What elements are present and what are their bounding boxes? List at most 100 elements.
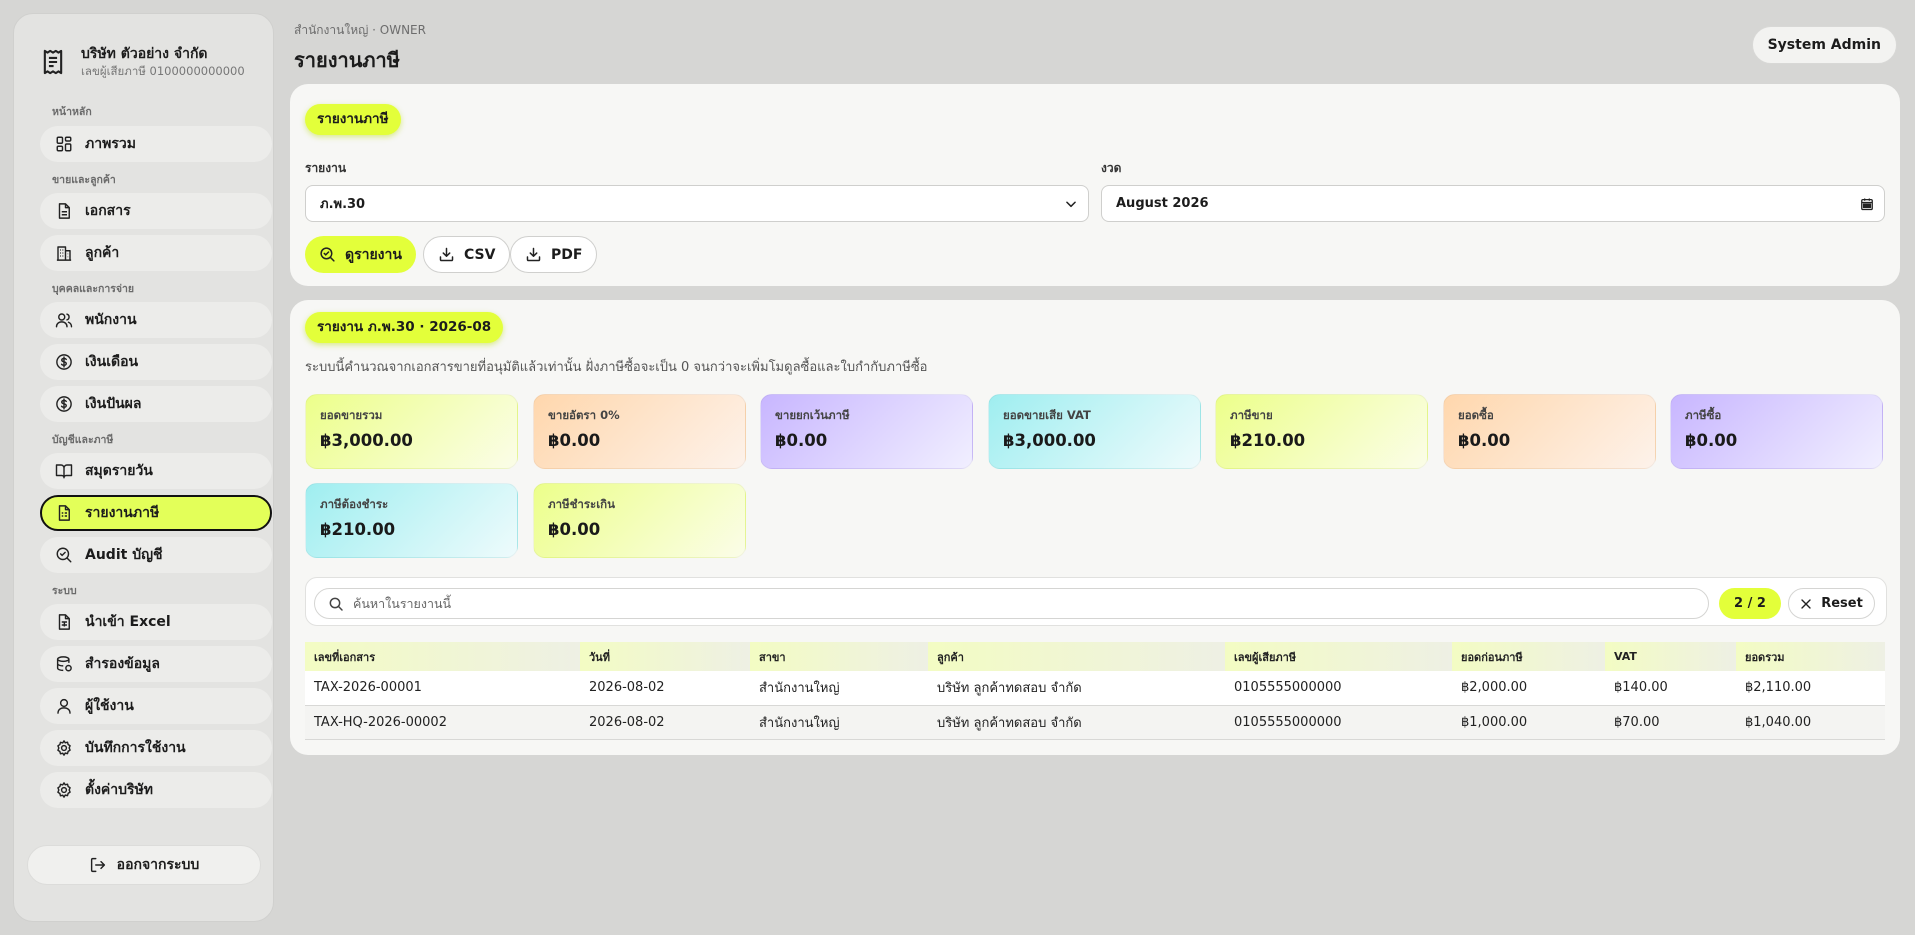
sidebar-item-backup[interactable]: สำรองข้อมูล — [40, 646, 272, 682]
sidebar-item-label: เอกสาร — [85, 203, 131, 219]
table-row[interactable]: TAX-HQ-2026-00002 2026-08-02 สำนักงานใหญ… — [305, 705, 1885, 740]
cell-date: 2026-08-02 — [580, 705, 750, 740]
sidebar-item-audit[interactable]: Audit บัญชี — [40, 537, 272, 573]
logout-icon — [89, 856, 107, 874]
period-field-label: งวด — [1101, 161, 1122, 175]
search-check-icon — [55, 546, 73, 564]
cell-subtotal: ฿2,000.00 — [1452, 671, 1605, 706]
period-input-value: August 2026 — [1116, 196, 1209, 211]
cell-doc-no: TAX-HQ-2026-00002 — [305, 705, 580, 740]
dollar-circle-icon — [55, 353, 73, 371]
sidebar-item-label: Audit บัญชี — [85, 547, 163, 563]
cell-branch: สำนักงานใหญ่ — [750, 705, 928, 740]
sidebar-item-dividend[interactable]: เงินปันผล — [40, 386, 272, 422]
sidebar-item-journal[interactable]: สมุดรายวัน — [40, 453, 272, 489]
user-menu-button[interactable]: System Admin — [1751, 26, 1897, 64]
export-csv-button[interactable]: CSV — [423, 236, 511, 273]
stat-total-sales: ยอดขายรวม ฿3,000.00 — [305, 394, 518, 469]
cell-total: ฿1,040.00 — [1736, 705, 1885, 740]
sidebar-item-tax-report[interactable]: รายงานภาษี — [40, 495, 272, 531]
stat-label: ยอดขายเสีย VAT — [1003, 408, 1091, 422]
cell-doc-no: TAX-2026-00001 — [305, 671, 580, 706]
sidebar-item-label: ผู้ใช้งาน — [85, 698, 134, 714]
reset-label: Reset — [1821, 596, 1863, 611]
cell-vat: ฿70.00 — [1605, 705, 1736, 740]
stat-zero-rated-sales: ขายอัตรา 0% ฿0.00 — [533, 394, 746, 469]
stat-label: ภาษีซื้อ — [1685, 408, 1722, 422]
section-label-system: ระบบ — [52, 585, 77, 597]
cell-tax-id: 0105555000000 — [1225, 705, 1452, 740]
period-month-input[interactable]: August 2026 — [1101, 185, 1885, 222]
sidebar-item-activity-log[interactable]: บันทึกการใช้งาน — [40, 730, 272, 766]
column-header[interactable]: VAT — [1605, 642, 1736, 671]
report-select[interactable]: ภ.พ.30 — [305, 185, 1089, 222]
download-icon — [525, 246, 542, 263]
document-icon — [55, 202, 73, 220]
spreadsheet-icon — [55, 613, 73, 631]
sidebar-item-employees[interactable]: พนักงาน — [40, 302, 272, 338]
stat-label: ภาษีขาย — [1230, 408, 1273, 422]
building-icon — [55, 244, 73, 262]
sidebar-item-documents[interactable]: เอกสาร — [40, 193, 272, 229]
stat-value: ฿3,000.00 — [320, 431, 413, 450]
logout-button[interactable]: ออกจากระบบ — [27, 845, 261, 885]
sidebar-item-label: รายงานภาษี — [85, 505, 160, 521]
sidebar-item-label: สำรองข้อมูล — [85, 656, 160, 672]
column-header[interactable]: วันที่ — [580, 642, 750, 671]
stat-label: ภาษีชำระเกิน — [548, 497, 615, 511]
page-title: รายงานภาษี — [294, 48, 400, 72]
user-icon — [55, 697, 73, 715]
sidebar-item-label: พนักงาน — [85, 312, 137, 328]
cell-tax-id: 0105555000000 — [1225, 671, 1452, 706]
column-header[interactable]: ยอดก่อนภาษี — [1452, 642, 1605, 671]
report-search-bar: ค้นหาในรายงานนี้ 2 / 2 Reset — [305, 577, 1887, 626]
sidebar-item-customers[interactable]: ลูกค้า — [40, 235, 272, 271]
cell-vat: ฿140.00 — [1605, 671, 1736, 706]
cell-subtotal: ฿1,000.00 — [1452, 705, 1605, 740]
sidebar-item-users[interactable]: ผู้ใช้งาน — [40, 688, 272, 724]
stat-value: ฿0.00 — [1458, 431, 1511, 450]
report-icon — [55, 504, 73, 522]
stat-value: ฿0.00 — [775, 431, 828, 450]
search-icon — [328, 596, 344, 612]
sidebar-item-import-excel[interactable]: นำเข้า Excel — [40, 604, 272, 640]
sidebar-item-label: นำเข้า Excel — [85, 614, 171, 630]
breadcrumb: สำนักงานใหญ่ · OWNER — [294, 23, 426, 37]
stat-value: ฿210.00 — [320, 520, 396, 539]
gear-icon — [55, 781, 73, 799]
cell-date: 2026-08-02 — [580, 671, 750, 706]
logout-label: ออกจากระบบ — [116, 857, 200, 873]
stat-label: ยอดซื้อ — [1458, 408, 1494, 422]
column-header[interactable]: สาขา — [750, 642, 928, 671]
reset-button[interactable]: Reset — [1788, 588, 1875, 619]
report-field-label: รายงาน — [305, 161, 347, 175]
chevron-down-icon — [1064, 197, 1078, 211]
view-report-button[interactable]: ดูรายงาน — [305, 236, 416, 273]
section-label-hr: บุคคลและการจ่าย — [52, 283, 135, 295]
sidebar-item-salary[interactable]: เงินเดือน — [40, 344, 272, 380]
sidebar-item-settings[interactable]: ตั้งค่าบริษัท — [40, 772, 272, 808]
sidebar-item-label: ตั้งค่าบริษัท — [85, 782, 154, 798]
column-header[interactable]: เลขที่เอกสาร — [305, 642, 580, 671]
sidebar-item-overview[interactable]: ภาพรวม — [40, 126, 272, 162]
column-header[interactable]: เลขผู้เสียภาษี — [1225, 642, 1452, 671]
table-row[interactable]: TAX-2026-00001 2026-08-02 สำนักงานใหญ่ บ… — [305, 671, 1885, 706]
column-header[interactable]: ลูกค้า — [928, 642, 1225, 671]
stat-value: ฿3,000.00 — [1003, 431, 1096, 450]
stat-label: ภาษีต้องชำระ — [320, 497, 389, 511]
search-placeholder: ค้นหาในรายงานนี้ — [353, 595, 452, 611]
column-header[interactable]: ยอดรวม — [1736, 642, 1885, 671]
sidebar-item-label: สมุดรายวัน — [85, 463, 153, 479]
result-count-badge: 2 / 2 — [1719, 588, 1781, 619]
report-search-input[interactable]: ค้นหาในรายงานนี้ — [314, 588, 1709, 619]
stat-value: ฿0.00 — [1685, 431, 1738, 450]
cell-customer: บริษัท ลูกค้าทดสอบ จำกัด — [928, 671, 1225, 706]
stat-tax-payable: ภาษีต้องชำระ ฿210.00 — [305, 483, 518, 558]
stat-vatable-sales: ยอดขายเสีย VAT ฿3,000.00 — [988, 394, 1201, 469]
stat-tax-overpaid: ภาษีชำระเกิน ฿0.00 — [533, 483, 746, 558]
export-pdf-button[interactable]: PDF — [510, 236, 598, 273]
download-icon — [438, 246, 455, 263]
report-title: รายงาน ภ.พ.30 · 2026-08 — [305, 312, 504, 343]
dollar-circle-icon — [55, 395, 73, 413]
sidebar-item-label: บันทึกการใช้งาน — [85, 740, 186, 756]
